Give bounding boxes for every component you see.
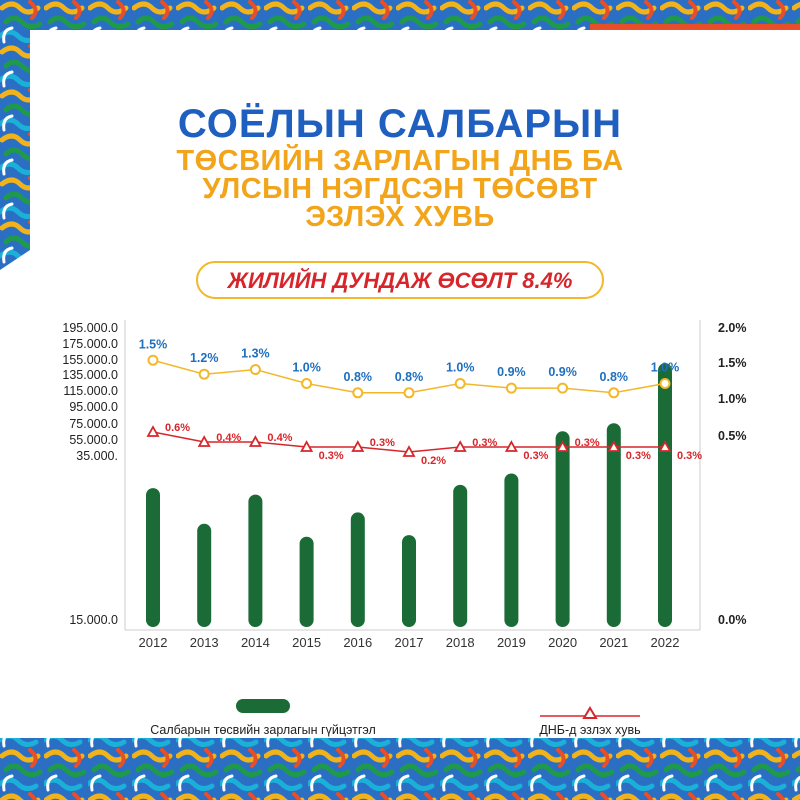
- y-tick-label: 115.000.0: [63, 384, 118, 398]
- budget-share-point: [198, 368, 210, 380]
- x-axis-ticks: 2012 2013 2014 2015 2016 2017 2018 2019 2020 2021…: [139, 635, 680, 650]
- y2-axis-ticks: 2.0% 1.5% 1.0% 0.5% 0.0%: [718, 321, 747, 627]
- budget-share-point: [147, 354, 159, 366]
- legend-label-gdp-line: ДНБ-д эзлэх хувь: [539, 723, 640, 737]
- x-tick-label: 2012: [139, 635, 168, 650]
- x-tick-label: 2017: [395, 635, 424, 650]
- y2-tick-label: 1.0%: [718, 392, 747, 406]
- y-tick-label: 195.000.0: [62, 321, 118, 335]
- budget-share-point: [659, 378, 671, 389]
- x-tick-label: 2013: [190, 635, 219, 650]
- x-tick-label: 2016: [343, 635, 372, 650]
- legend-swatch-gdp-marker: [582, 706, 598, 719]
- budget-share-label: 1.0%: [292, 361, 321, 375]
- budget-share-point: [454, 378, 466, 389]
- x-tick-label: 2018: [446, 635, 475, 650]
- budget-share-point: [505, 382, 517, 394]
- gdp-share-label: 0.4%: [216, 432, 241, 444]
- gdp-share-label: 0.3%: [319, 450, 344, 462]
- y2-tick-label: 1.5%: [718, 356, 747, 370]
- budget-share-point: [608, 387, 620, 399]
- y2-tick-label: 2.0%: [718, 321, 747, 335]
- title-line-1: СОЁЛЫН САЛБАРЫН: [178, 102, 622, 146]
- growth-badge: [196, 261, 604, 299]
- decorative-stripe-top: [590, 24, 800, 30]
- gdp-share-label: 0.3%: [626, 450, 651, 462]
- gdp-share-point: [351, 440, 365, 452]
- budget-share-point: [249, 364, 261, 376]
- y2-tick-label: 0.0%: [718, 613, 747, 627]
- budget-share-label: 1.0%: [651, 361, 680, 375]
- budget-share-label: 1.3%: [241, 347, 270, 361]
- gdp-share-label: 0.2%: [421, 455, 446, 467]
- y-tick-label: 55.000.0: [69, 433, 118, 447]
- gdp-share-label: 0.3%: [472, 437, 497, 449]
- y-tick-label: 155.000.0: [62, 353, 118, 367]
- gdp-share-point: [300, 440, 314, 452]
- budget-share-label: 1.2%: [190, 351, 219, 365]
- series-points: [146, 354, 672, 457]
- y-tick-label: 135.000.0: [62, 368, 118, 382]
- gdp-share-point: [248, 435, 262, 447]
- y-tick-label: 75.000.0: [69, 417, 118, 431]
- y2-tick-label: 0.5%: [718, 429, 747, 443]
- gdp-share-label: 0.3%: [523, 450, 548, 462]
- title-line-4: ЭЗЛЭХ ХУВЬ: [305, 201, 495, 233]
- budget-share-label: 0.9%: [497, 365, 526, 379]
- budget-share-point: [301, 378, 313, 389]
- gdp-share-point: [556, 440, 570, 452]
- data-labels: 1.5% 1.2% 1.3% 1.0% 0.8% 0.8% 1.0% 0.9% 0.9% 0.8%…: [139, 337, 703, 467]
- budget-share-point: [557, 382, 569, 394]
- x-tick-label: 2022: [651, 635, 680, 650]
- y-tick-label: 15.000.0: [69, 613, 118, 627]
- budget-share-point: [352, 387, 364, 399]
- gdp-share-label: 0.3%: [677, 450, 702, 462]
- y-tick-label: 35.000.: [76, 449, 118, 463]
- budget-share-label: 0.8%: [600, 370, 629, 384]
- decorative-pattern-bottom: [0, 738, 800, 800]
- title-line-2: ТӨСВИЙН ЗАРЛАГЫН ДНБ БА: [176, 143, 623, 177]
- budget-share-point: [403, 387, 415, 399]
- growth-badge-text: ЖИЛИЙН ДУНДАЖ ӨСӨЛТ 8.4%: [227, 267, 573, 293]
- x-tick-label: 2021: [599, 635, 628, 650]
- gdp-share-point: [402, 445, 416, 457]
- budget-share-label: 0.9%: [548, 365, 577, 379]
- legend-label-bars: Салбарын төсвийн зарлагын гүйцэтгэл: [150, 723, 376, 737]
- x-tick-label: 2020: [548, 635, 577, 650]
- gdp-share-label: 0.4%: [267, 432, 292, 444]
- budget-share-label: 0.8%: [395, 370, 424, 384]
- x-tick-label: 2019: [497, 635, 526, 650]
- budget-share-label: 1.5%: [139, 337, 168, 351]
- budget-share-label: 1.0%: [446, 361, 475, 375]
- gdp-share-label: 0.6%: [165, 422, 190, 434]
- gdp-share-point: [504, 440, 518, 452]
- gdp-share-point: [146, 425, 160, 437]
- gdp-share-point: [658, 440, 672, 452]
- gdp-share-label: 0.3%: [575, 437, 600, 449]
- bars: [146, 363, 672, 627]
- y-tick-label: 175.000.0: [62, 337, 118, 351]
- x-tick-label: 2015: [292, 635, 321, 650]
- budget-share-label: 0.8%: [344, 370, 373, 384]
- gdp-share-point: [453, 440, 467, 452]
- x-tick-label: 2014: [241, 635, 270, 650]
- gdp-share-label: 0.3%: [370, 437, 395, 449]
- gdp-share-point: [197, 435, 211, 447]
- y-tick-label: 95.000.0: [69, 400, 118, 414]
- title-line-3: УЛСЫН НЭГДСЭН ТӨСӨВТ: [202, 173, 597, 205]
- gdp-share-point: [607, 440, 621, 452]
